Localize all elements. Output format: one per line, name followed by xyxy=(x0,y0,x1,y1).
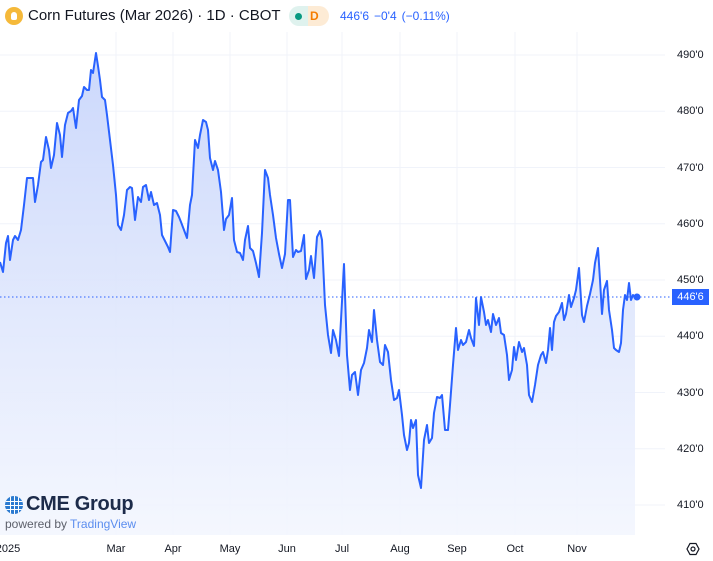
time-axis-label: Aug xyxy=(390,543,410,555)
time-axis-label: Mar xyxy=(106,543,126,555)
powered-by-tradingview[interactable]: powered by TradingView xyxy=(5,517,137,531)
time-axis-label: Oct xyxy=(506,543,524,555)
symbol-title[interactable]: Corn Futures (Mar 2026) · 1D · CBOT xyxy=(28,7,281,24)
price-change: −0'4 xyxy=(374,9,397,23)
time-axis-label: Nov xyxy=(567,543,587,555)
price-axis-label: 410'0 xyxy=(677,499,704,511)
price-axis-label: 430'0 xyxy=(677,386,704,399)
corn-icon[interactable] xyxy=(5,7,23,25)
price-axis-label: 440'0 xyxy=(677,330,704,343)
time-axis-label: Jun xyxy=(278,543,296,555)
price-area-fill xyxy=(0,53,635,535)
price-line xyxy=(0,52,636,489)
price-axis-label: 480'0 xyxy=(677,105,704,118)
time-axis-label: 2025 xyxy=(0,543,21,555)
price-change-percent: (−0.11%) xyxy=(401,9,450,23)
price-axis-label: 420'0 xyxy=(677,442,704,455)
price-axis-label: 460'0 xyxy=(677,217,704,230)
time-axis-label: Sep xyxy=(447,543,467,555)
delayed-data-badge: D xyxy=(308,6,329,26)
settings-gear-icon[interactable] xyxy=(686,542,700,556)
time-axis-label: May xyxy=(219,543,241,555)
market-status-badge[interactable]: D xyxy=(289,6,329,26)
quote-summary: 446'6 −0'4 (−0.11%) xyxy=(340,9,455,23)
chart-header: Corn Futures (Mar 2026) · 1D · CBOT D 44… xyxy=(0,0,713,32)
price-axis-label: 470'0 xyxy=(677,161,704,174)
time-axis-label: Apr xyxy=(164,543,182,555)
globe-icon xyxy=(5,495,23,514)
price-axis-label: 450'0 xyxy=(677,274,704,286)
time-axis-label: Jul xyxy=(334,543,350,555)
price-axis-label: 490'0 xyxy=(677,49,704,61)
market-open-dot-icon xyxy=(295,12,302,20)
cme-group-logo[interactable]: CME Group xyxy=(5,493,134,516)
current-price-tag: 446'6 xyxy=(672,289,709,305)
last-price: 446'6 xyxy=(340,9,369,23)
last-price-marker xyxy=(633,293,641,301)
